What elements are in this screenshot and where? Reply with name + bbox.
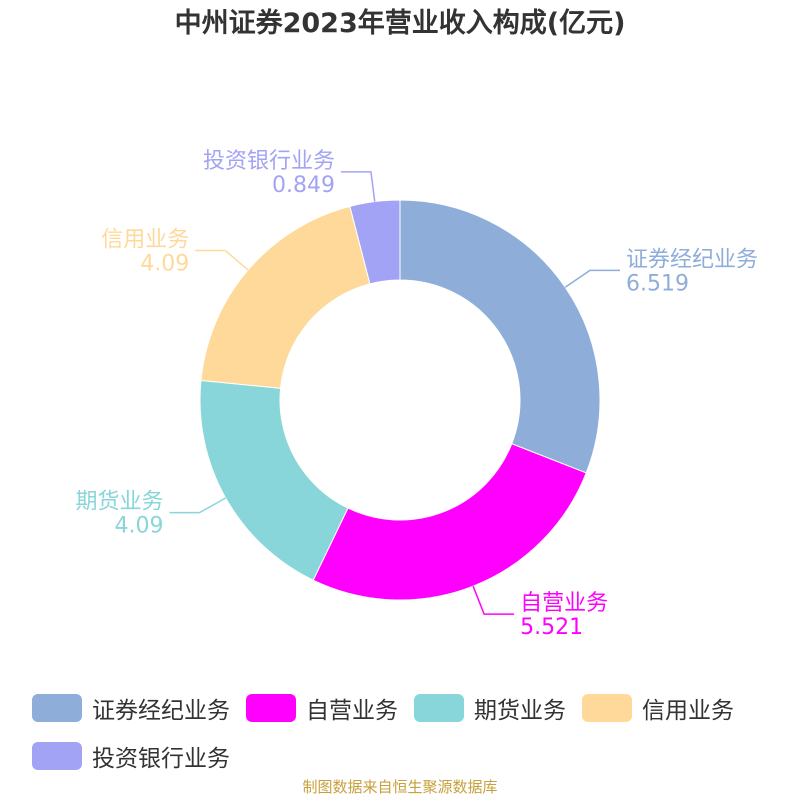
legend-label-3: 期货业务 (474, 698, 566, 724)
legend-label-5: 投资银行业务 (92, 746, 230, 772)
slice-label-value-2: 5.521 (520, 615, 583, 640)
legend-item-5[interactable]: 投资银行业务 (32, 739, 230, 773)
legend-label-2: 自营业务 (306, 698, 398, 724)
slice-label-value-1: 6.519 (626, 271, 689, 296)
legend-row-2: 投资银行业务 (32, 732, 782, 780)
legend: 证券经纪业务 自营业务 期货业务 信用业务投资银行业务 (32, 684, 782, 780)
legend-item-3[interactable]: 期货业务 (414, 691, 566, 725)
leader-line-1 (564, 269, 620, 288)
legend-swatch-1 (32, 694, 82, 722)
slice-label-value-4: 4.09 (140, 251, 189, 276)
legend-item-1[interactable]: 证券经纪业务 (32, 691, 230, 725)
slice-label-value-3: 4.09 (115, 514, 164, 539)
slice-label-name-3: 期货业务 (75, 490, 163, 515)
slice-1 (399, 199, 601, 474)
legend-swatch-5 (32, 742, 82, 770)
legend-swatch-3 (414, 694, 464, 722)
legend-label-4: 信用业务 (642, 698, 734, 724)
legend-swatch-4 (582, 694, 632, 722)
chart-title: 中州证券2023年营业收入构成(亿元) (174, 8, 626, 39)
leader-line-4 (195, 249, 249, 271)
leader-line-2 (472, 585, 515, 615)
slice-group (199, 199, 601, 601)
slice-label-value-5: 0.849 (272, 173, 335, 198)
legend-label-1: 证券经纪业务 (92, 698, 230, 724)
slice-3 (199, 379, 349, 581)
slice-label-name-2: 自营业务 (520, 591, 608, 616)
slice-label-name-1: 证券经纪业务 (626, 247, 758, 272)
leader-line-5 (340, 171, 376, 202)
source-note: 制图数据来自恒生聚源数据库 (302, 778, 498, 796)
legend-item-4[interactable]: 信用业务 (582, 691, 734, 725)
slice-5 (349, 199, 401, 285)
slice-label-group: 证券经纪业务6.519自营业务5.521期货业务4.09信用业务4.09投资银行… (75, 149, 758, 640)
slice-label-name-5: 投资银行业务 (203, 149, 335, 174)
legend-swatch-2 (246, 694, 296, 722)
slice-2 (312, 443, 587, 601)
legend-item-2[interactable]: 自营业务 (246, 691, 398, 725)
slice-label-name-4: 信用业务 (101, 227, 189, 252)
leader-line-group (169, 171, 620, 615)
legend-row-1: 证券经纪业务 自营业务 期货业务 信用业务 (32, 684, 782, 732)
leader-line-3 (169, 497, 227, 514)
slice-4 (200, 205, 371, 389)
